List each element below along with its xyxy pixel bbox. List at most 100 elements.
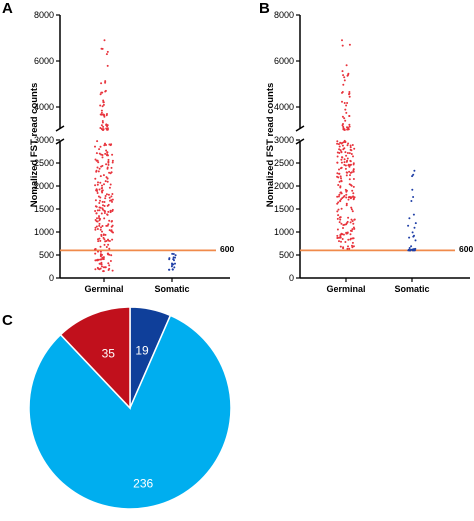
panel-a-point-germinal (104, 233, 107, 236)
panel-b-point-germinal (351, 228, 354, 231)
panel-b-point-germinal (345, 232, 348, 235)
panel-b-point-germinal (344, 241, 347, 243)
panel-a-point-germinal (103, 201, 106, 203)
panel-a-point-germinal (106, 167, 109, 170)
panel-a-point-germinal (101, 91, 104, 94)
panel-b-point-germinal (343, 102, 346, 104)
panel-b-point-germinal (343, 129, 346, 131)
panel-a-point-germinal (102, 125, 105, 128)
panel-b-point-germinal (351, 244, 353, 247)
panel-b-point-germinal (339, 167, 342, 170)
panel-a-point-germinal (101, 187, 104, 189)
panel-b-point-germinal (342, 246, 345, 249)
panel-a-point-germinal (107, 193, 110, 196)
panel-a-point-germinal (102, 103, 105, 106)
panel-b-point-germinal (336, 175, 339, 178)
panel-a-point-germinal (96, 228, 99, 230)
panel-b-point-germinal (337, 195, 340, 198)
panel-b-point-germinal (337, 143, 340, 146)
panel-a-point-germinal (103, 183, 105, 186)
panel-a-point-germinal (103, 209, 106, 212)
panel-b-point-germinal (352, 198, 355, 201)
panel-b-point-germinal (344, 167, 347, 170)
panel-b-point-germinal (350, 153, 353, 155)
panel-b-point-germinal (347, 126, 349, 129)
panel-a-point-germinal (100, 111, 103, 114)
panel-a-point-germinal (109, 260, 112, 262)
panel-b-point-germinal (336, 234, 339, 237)
panel-b-point-germinal (342, 127, 345, 130)
panel-b-point-somatic (413, 226, 416, 229)
panel-a-point-germinal (101, 47, 104, 50)
panel-b-point-germinal (344, 164, 347, 167)
panel-a-point-germinal (96, 140, 99, 143)
panel-a-point-germinal (104, 266, 107, 269)
panel-a-category-somatic: Somatic (154, 284, 189, 294)
panel-b-point-germinal (336, 217, 339, 220)
pie-slices (28, 306, 232, 510)
panel-a-point-germinal (110, 199, 113, 202)
panel-b-point-germinal (338, 221, 341, 224)
panel-b-point-germinal (349, 144, 352, 147)
panel-b-point-somatic (412, 248, 415, 251)
panel-a-point-germinal (106, 224, 109, 227)
panel-b-point-germinal (346, 247, 349, 250)
panel-b-point-somatic (412, 213, 415, 216)
panel-a-point-germinal (100, 233, 103, 236)
panel-a-point-germinal (102, 113, 105, 116)
panel-a-point-germinal (102, 204, 104, 207)
panel-a-point-germinal (99, 113, 102, 116)
panel-a-ytick-label-6000: 6000 (34, 56, 54, 66)
panel-b-point-somatic (413, 249, 416, 252)
panel-a-point-germinal (100, 212, 103, 215)
panel-b-point-germinal (349, 183, 352, 186)
panel-a-point-somatic (174, 262, 176, 265)
panel-b-point-germinal (346, 74, 349, 77)
panel-b-point-germinal (336, 228, 339, 231)
panel-b-point-somatic (410, 245, 413, 248)
panel-b-point-somatic (411, 231, 414, 234)
panel-a-point-germinal (104, 195, 107, 197)
panel-b-point-germinal (339, 216, 342, 219)
panel-a-point-germinal (100, 226, 102, 229)
panel-a-point-germinal (109, 172, 112, 175)
panel-b-point-germinal (353, 147, 356, 150)
panel-b-category-somatic: Somatic (394, 284, 429, 294)
panel-b-point-germinal (346, 231, 349, 234)
panel-b-point-germinal (338, 148, 341, 151)
panel-b-point-germinal (346, 220, 349, 223)
panel-a-point-germinal (111, 238, 114, 241)
panel-b-point-germinal (340, 161, 343, 164)
panel-b-point-germinal (346, 102, 349, 104)
panel-a-point-germinal (97, 250, 99, 253)
panel-a-point-germinal (111, 200, 113, 203)
panel-a-point-germinal (106, 180, 109, 183)
panel-b-point-germinal (349, 221, 352, 224)
panel-a-point-germinal (104, 80, 107, 83)
panel-a-point-germinal (111, 224, 114, 227)
panel-a-point-germinal (105, 176, 108, 179)
panel-a-point-somatic (170, 265, 173, 268)
panel-a-point-germinal (104, 81, 107, 84)
panel-b-point-germinal (352, 226, 355, 229)
panel-b-point-germinal (341, 91, 343, 94)
panel-a-point-germinal (99, 175, 102, 178)
panel-a-point-germinal (98, 222, 101, 225)
panel-a-point-germinal (96, 209, 99, 212)
panel-b-point-germinal (336, 142, 339, 145)
panel-a-point-germinal (104, 152, 107, 155)
panel-b-point-germinal (352, 237, 355, 240)
panel-b-ytick-label-1500: 1500 (274, 204, 294, 214)
panel-a-point-germinal (97, 161, 100, 164)
panel-b-ytick-label-2000: 2000 (274, 181, 294, 191)
panel-a-point-germinal (94, 248, 97, 251)
panel-a-point-germinal (105, 124, 108, 126)
panel-a-point-germinal (94, 226, 97, 229)
panel-b-point-germinal (341, 115, 344, 118)
panel-a-point-germinal (103, 144, 106, 147)
panel-b-point-germinal (352, 163, 355, 166)
panel-b-point-germinal (352, 178, 355, 180)
panel-a-point-germinal (108, 240, 111, 242)
panel-a-point-germinal (108, 143, 111, 146)
panel-b-point-germinal (349, 159, 352, 162)
